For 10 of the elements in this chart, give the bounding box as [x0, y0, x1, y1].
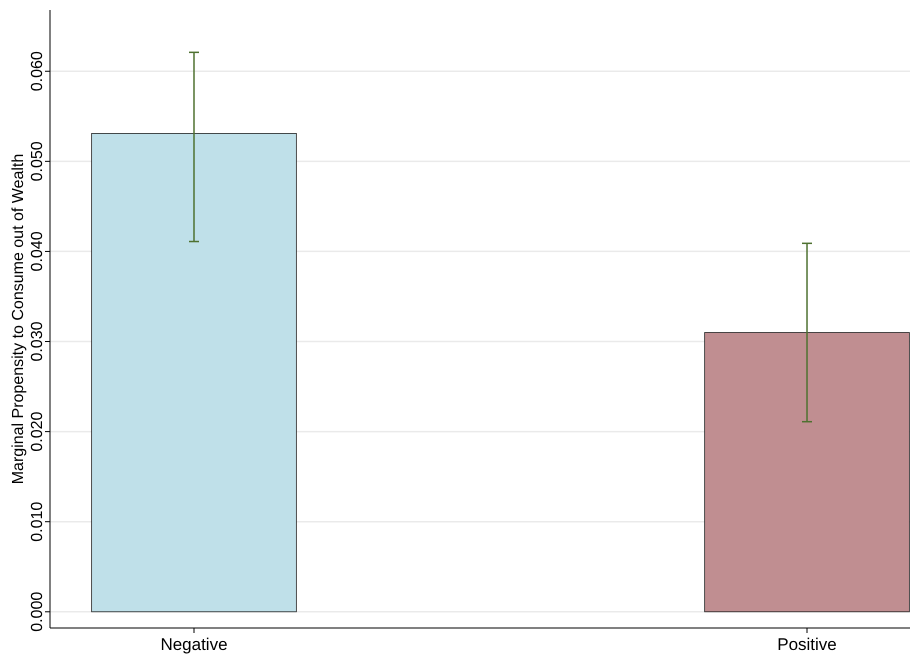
y-axis-title: Marginal Propensity to Consume out of Wealth — [10, 154, 27, 484]
y-tick-label: 0.000 — [29, 592, 46, 632]
y-tick-label: 0.060 — [29, 51, 46, 92]
x-tick-label: Positive — [777, 635, 837, 654]
y-tick-label: 0.030 — [29, 321, 46, 362]
y-tick-label: 0.020 — [29, 411, 46, 452]
x-tick-label: Negative — [160, 635, 228, 654]
y-tick-label: 0.050 — [29, 141, 46, 182]
y-tick-label: 0.010 — [29, 502, 46, 542]
y-tick-label: 0.040 — [29, 231, 46, 272]
